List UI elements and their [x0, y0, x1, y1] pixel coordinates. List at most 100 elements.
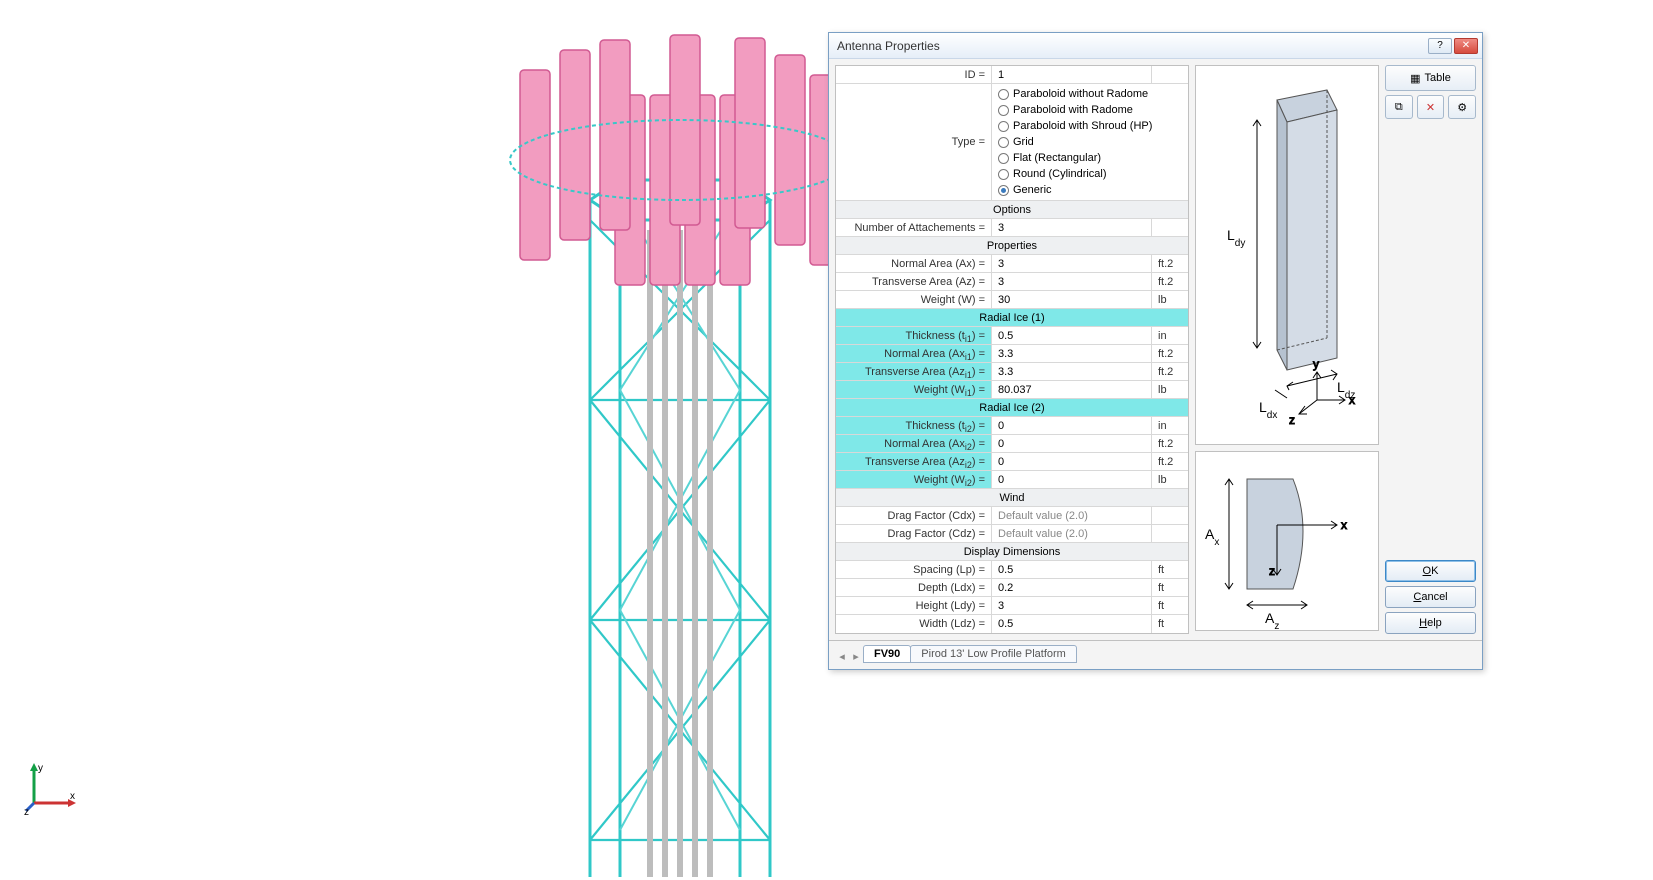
width-label: Width (Ldz) = — [836, 615, 992, 633]
section-disp: Display Dimensions — [836, 543, 1188, 561]
radio-icon — [998, 185, 1009, 196]
delete-icon: ✕ — [1426, 101, 1435, 114]
height-label: Height (Ldy) = — [836, 597, 992, 614]
type-radio-option[interactable]: Paraboloid without Radome — [998, 86, 1182, 102]
height-unit: ft — [1152, 597, 1188, 614]
height-value[interactable]: 3 — [992, 597, 1152, 614]
section-options: Options — [836, 201, 1188, 219]
tab-scroll-left[interactable]: ◂ — [835, 650, 849, 663]
id-value[interactable]: 1 — [992, 66, 1152, 83]
id-label: ID = — [836, 66, 992, 83]
delete-button[interactable]: ✕ — [1417, 95, 1445, 119]
ice2-ta-unit: ft.2 — [1152, 453, 1188, 470]
section-ice2: Radial Ice (2) — [836, 399, 1188, 417]
num-attach-value[interactable]: 3 — [992, 219, 1152, 236]
weight-value[interactable]: 30 — [992, 291, 1152, 308]
table-icon: ▦ — [1410, 72, 1420, 85]
svg-text:x: x — [1341, 518, 1347, 532]
width-value[interactable]: 0.5 — [992, 615, 1152, 633]
spacing-value[interactable]: 0.5 — [992, 561, 1152, 578]
svg-text:Ldy: Ldy — [1227, 227, 1245, 249]
antenna-properties-dialog: Antenna Properties ? ✕ ID = 1 Type = Par… — [828, 32, 1483, 670]
type-radio-option[interactable]: Round (Cylindrical) — [998, 166, 1182, 182]
ice1-w-label: Weight (Wi1) = — [836, 381, 992, 398]
table-button-label: Table — [1425, 72, 1451, 84]
ice1-na-label: Normal Area (Axi1) = — [836, 345, 992, 362]
weight-unit: lb — [1152, 291, 1188, 308]
dialog-tabs: ◂ ▸ FV90Pirod 13' Low Profile Platform — [829, 640, 1482, 669]
depth-value[interactable]: 0.2 — [992, 579, 1152, 596]
ice1-w-value[interactable]: 80.037 — [992, 381, 1152, 398]
table-button[interactable]: ▦ Table — [1385, 65, 1476, 91]
normal-area-label: Normal Area (Ax) = — [836, 255, 992, 272]
spacing-unit: ft — [1152, 561, 1188, 578]
ice1-thick-unit: in — [1152, 327, 1188, 344]
radio-icon — [998, 121, 1009, 132]
svg-text:z: z — [1269, 564, 1275, 578]
type-radio-option[interactable]: Paraboloid with Radome — [998, 102, 1182, 118]
ice2-thick-label: Thickness (ti2) = — [836, 417, 992, 434]
help-button[interactable]: Help — [1385, 612, 1476, 634]
svg-text:Az: Az — [1265, 610, 1279, 629]
ice1-ta-unit: ft.2 — [1152, 363, 1188, 380]
svg-text:x: x — [70, 791, 75, 802]
settings-button[interactable]: ⚙ — [1448, 95, 1476, 119]
ice2-na-label: Normal Area (Axi2) = — [836, 435, 992, 452]
dialog-titlebar: Antenna Properties ? ✕ — [829, 33, 1482, 59]
trans-area-label: Transverse Area (Az) = — [836, 273, 992, 290]
radio-icon — [998, 137, 1009, 148]
ice1-thick-value[interactable]: 0.5 — [992, 327, 1152, 344]
ice1-na-value[interactable]: 3.3 — [992, 345, 1152, 362]
ok-button[interactable]: OK — [1385, 560, 1476, 582]
weight-label: Weight (W) = — [836, 291, 992, 308]
ice2-w-unit: lb — [1152, 471, 1188, 488]
cdx-value[interactable]: Default value (2.0) — [992, 507, 1152, 524]
ice1-ta-label: Transverse Area (Azi1) = — [836, 363, 992, 380]
close-titlebar-button[interactable]: ✕ — [1454, 38, 1478, 54]
ice2-ta-value[interactable]: 0 — [992, 453, 1152, 470]
radio-icon — [998, 105, 1009, 116]
svg-text:y: y — [1313, 357, 1319, 371]
diagram-2d: Ax Az x z — [1195, 451, 1379, 631]
type-radio-option[interactable]: Flat (Rectangular) — [998, 150, 1182, 166]
copy-button[interactable]: ⧉ — [1385, 95, 1413, 119]
ice1-ta-value[interactable]: 3.3 — [992, 363, 1152, 380]
cdx-label: Drag Factor (Cdx) = — [836, 507, 992, 524]
help-titlebar-button[interactable]: ? — [1428, 38, 1452, 54]
radio-icon — [998, 153, 1009, 164]
svg-text:z: z — [24, 807, 29, 817]
ice2-na-unit: ft.2 — [1152, 435, 1188, 452]
section-properties: Properties — [836, 237, 1188, 255]
axis-widget: y x z — [20, 757, 80, 817]
dialog-title: Antenna Properties — [837, 39, 1428, 53]
cancel-button[interactable]: Cancel — [1385, 586, 1476, 608]
section-wind: Wind — [836, 489, 1188, 507]
radio-label: Generic — [1013, 181, 1052, 199]
type-radio-option[interactable]: Generic — [998, 182, 1182, 198]
svg-text:y: y — [38, 763, 43, 774]
trans-area-value[interactable]: 3 — [992, 273, 1152, 290]
svg-text:Ax: Ax — [1205, 526, 1219, 548]
svg-text:Ldx: Ldx — [1259, 399, 1277, 421]
ice2-ta-label: Transverse Area (Azi2) = — [836, 453, 992, 470]
depth-unit: ft — [1152, 579, 1188, 596]
cdz-value[interactable]: Default value (2.0) — [992, 525, 1152, 542]
ice2-w-label: Weight (Wi2) = — [836, 471, 992, 488]
normal-area-value[interactable]: 3 — [992, 255, 1152, 272]
type-radio-option[interactable]: Grid — [998, 134, 1182, 150]
tab[interactable]: Pirod 13' Low Profile Platform — [910, 645, 1077, 663]
type-radio-option[interactable]: Paraboloid with Shroud (HP) — [998, 118, 1182, 134]
tab[interactable]: FV90 — [863, 645, 911, 663]
copy-icon: ⧉ — [1395, 101, 1403, 114]
num-attach-label: Number of Attachements = — [836, 219, 992, 236]
type-radio-group: Paraboloid without RadomeParaboloid with… — [992, 84, 1188, 200]
ice2-w-value[interactable]: 0 — [992, 471, 1152, 488]
ice1-w-unit: lb — [1152, 381, 1188, 398]
radio-icon — [998, 169, 1009, 180]
ice2-thick-value[interactable]: 0 — [992, 417, 1152, 434]
tab-scroll-right[interactable]: ▸ — [849, 650, 863, 663]
ice2-na-value[interactable]: 0 — [992, 435, 1152, 452]
property-grid: ID = 1 Type = Paraboloid without RadomeP… — [835, 65, 1189, 634]
type-label: Type = — [836, 84, 992, 200]
cdz-label: Drag Factor (Cdz) = — [836, 525, 992, 542]
